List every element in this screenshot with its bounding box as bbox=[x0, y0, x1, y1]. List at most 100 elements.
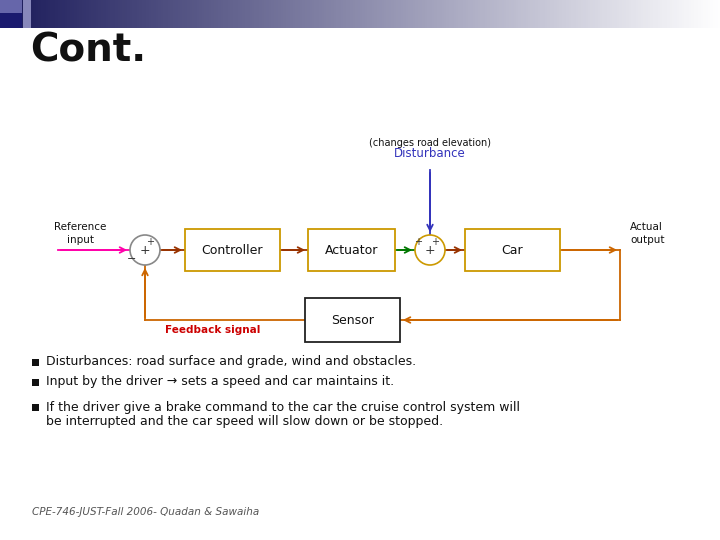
Bar bbox=[434, 0, 438, 28]
Bar bbox=[250, 0, 253, 28]
Bar bbox=[149, 0, 152, 28]
Bar bbox=[261, 0, 265, 28]
Bar bbox=[194, 0, 198, 28]
Bar bbox=[120, 0, 123, 28]
Bar bbox=[43, 0, 47, 28]
Bar bbox=[446, 0, 450, 28]
Bar bbox=[459, 0, 462, 28]
Bar bbox=[115, 0, 119, 28]
Text: Disturbances: road surface and grade, wind and obstacles.: Disturbances: road surface and grade, wi… bbox=[46, 355, 416, 368]
Bar bbox=[631, 0, 634, 28]
Bar bbox=[554, 0, 558, 28]
Bar bbox=[247, 0, 251, 28]
Bar bbox=[456, 0, 459, 28]
Bar bbox=[675, 0, 678, 28]
Bar bbox=[367, 0, 371, 28]
Bar bbox=[243, 0, 246, 28]
Bar bbox=[310, 0, 313, 28]
Bar bbox=[29, 0, 32, 28]
Bar bbox=[650, 0, 654, 28]
Bar bbox=[549, 0, 553, 28]
Bar bbox=[202, 0, 205, 28]
Bar bbox=[590, 0, 594, 28]
Bar bbox=[307, 0, 310, 28]
Bar bbox=[178, 0, 181, 28]
Text: Reference: Reference bbox=[54, 222, 106, 232]
Bar bbox=[161, 0, 164, 28]
Bar bbox=[329, 0, 332, 28]
Bar bbox=[513, 0, 517, 28]
Bar bbox=[214, 0, 217, 28]
Bar bbox=[50, 0, 54, 28]
Bar bbox=[0, 0, 22, 12]
Bar bbox=[679, 0, 683, 28]
Bar bbox=[689, 0, 692, 28]
Bar bbox=[691, 0, 695, 28]
Bar bbox=[374, 0, 378, 28]
Bar bbox=[17, 0, 20, 28]
Bar bbox=[578, 0, 582, 28]
Bar bbox=[657, 0, 661, 28]
Bar bbox=[482, 0, 486, 28]
Bar bbox=[341, 0, 344, 28]
Bar bbox=[547, 0, 551, 28]
Bar bbox=[502, 0, 505, 28]
Bar bbox=[629, 0, 632, 28]
Bar bbox=[171, 0, 174, 28]
Bar bbox=[504, 0, 508, 28]
Bar bbox=[259, 0, 263, 28]
Bar bbox=[225, 0, 229, 28]
Bar bbox=[646, 0, 649, 28]
Text: Cont.: Cont. bbox=[30, 31, 146, 69]
Bar bbox=[130, 0, 133, 28]
Bar bbox=[326, 0, 330, 28]
Bar bbox=[605, 0, 608, 28]
Bar bbox=[499, 0, 503, 28]
Bar bbox=[715, 0, 719, 28]
Bar bbox=[192, 0, 195, 28]
Bar bbox=[626, 0, 630, 28]
Bar bbox=[634, 0, 637, 28]
Bar bbox=[127, 0, 130, 28]
Bar bbox=[300, 0, 303, 28]
Bar bbox=[535, 0, 539, 28]
Bar bbox=[204, 0, 207, 28]
Bar bbox=[461, 0, 464, 28]
Bar bbox=[382, 0, 385, 28]
Bar bbox=[0, 0, 4, 28]
Bar bbox=[276, 0, 279, 28]
Bar bbox=[365, 0, 368, 28]
Bar bbox=[612, 0, 616, 28]
Bar bbox=[281, 0, 284, 28]
Bar bbox=[199, 0, 202, 28]
Bar bbox=[283, 0, 287, 28]
Bar bbox=[166, 0, 169, 28]
Bar bbox=[379, 0, 382, 28]
Bar bbox=[718, 0, 720, 28]
Bar bbox=[598, 0, 601, 28]
Bar bbox=[465, 229, 560, 271]
Bar bbox=[559, 0, 562, 28]
Bar bbox=[420, 0, 423, 28]
Text: be interrupted and the car speed will slow down or be stopped.: be interrupted and the car speed will sl… bbox=[46, 415, 443, 429]
Text: Controller: Controller bbox=[202, 244, 264, 256]
Bar bbox=[245, 0, 248, 28]
Bar bbox=[355, 0, 359, 28]
Bar bbox=[312, 0, 315, 28]
Bar bbox=[288, 0, 292, 28]
Bar bbox=[533, 0, 536, 28]
Bar bbox=[125, 0, 128, 28]
Bar bbox=[449, 0, 452, 28]
Bar bbox=[410, 0, 414, 28]
Bar bbox=[360, 0, 364, 28]
Bar bbox=[89, 0, 92, 28]
Bar bbox=[636, 0, 639, 28]
Bar bbox=[698, 0, 702, 28]
Bar bbox=[600, 0, 603, 28]
Bar bbox=[223, 0, 227, 28]
Bar bbox=[567, 0, 570, 28]
Bar bbox=[403, 0, 407, 28]
Bar bbox=[207, 0, 210, 28]
Bar bbox=[266, 0, 270, 28]
Bar bbox=[91, 0, 94, 28]
